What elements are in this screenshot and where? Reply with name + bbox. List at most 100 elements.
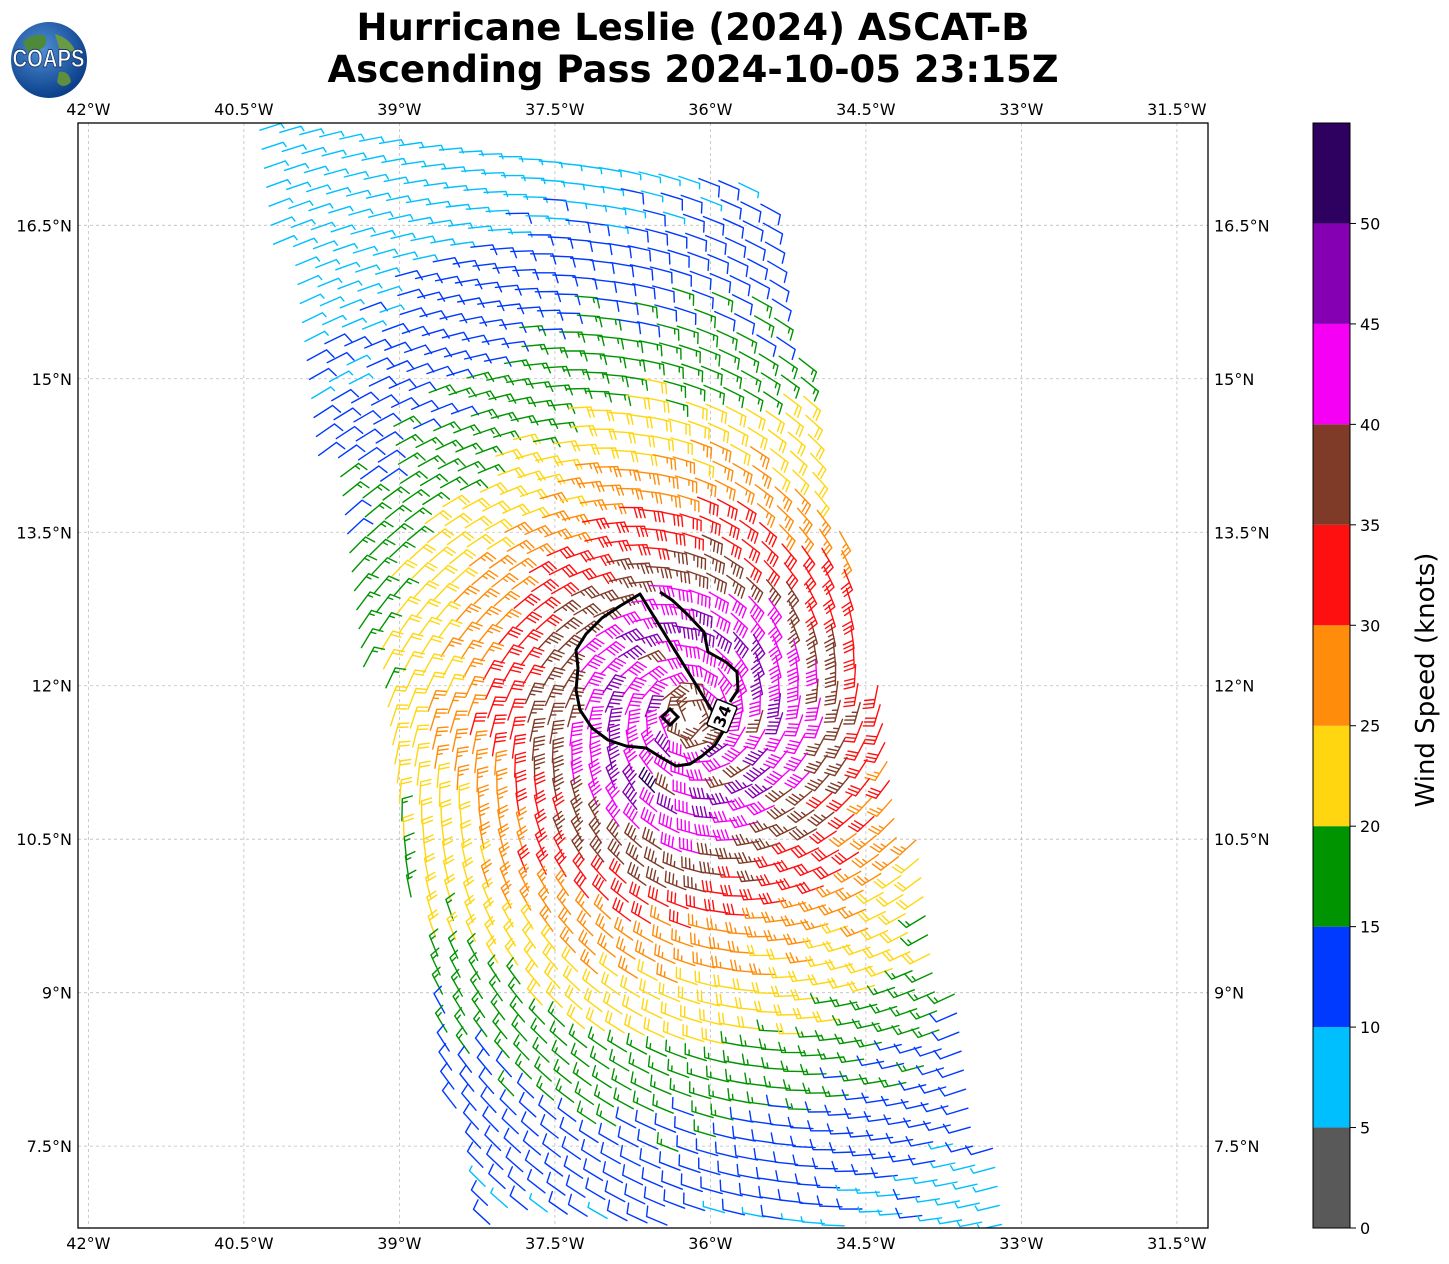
wind-barb xyxy=(908,1010,938,1020)
wind-barb xyxy=(859,929,889,941)
wind-barb xyxy=(694,823,720,838)
wind-barb xyxy=(390,397,420,408)
wind-barb xyxy=(778,355,798,380)
wind-barb xyxy=(768,1113,794,1128)
wind-barb xyxy=(435,600,462,620)
wind-barb xyxy=(268,197,294,207)
wind-barb xyxy=(498,842,510,871)
wind-barb xyxy=(506,539,535,552)
wind-barb xyxy=(871,856,900,871)
wind-barb xyxy=(438,780,451,807)
wind-barb xyxy=(548,1190,568,1215)
wind-barb xyxy=(602,991,623,1015)
wind-barb xyxy=(420,634,444,655)
wind-barb xyxy=(789,450,808,476)
wind-barb xyxy=(544,962,561,989)
wind-barb xyxy=(758,353,779,377)
wind-barb xyxy=(743,389,764,412)
wind-barb xyxy=(729,815,758,829)
wind-barb xyxy=(632,920,654,943)
wind-barb xyxy=(639,508,665,523)
wind-barb xyxy=(714,1141,739,1159)
wind-barb xyxy=(952,1183,978,1190)
wind-barb xyxy=(812,1011,840,1023)
wind-barb xyxy=(598,952,618,977)
wind-barb xyxy=(760,372,781,396)
wind-barb xyxy=(756,334,777,357)
wind-barb xyxy=(516,1072,535,1099)
wind-barb xyxy=(413,580,440,598)
wind-barb xyxy=(605,392,632,407)
wind-barb xyxy=(458,621,483,641)
wind-barb xyxy=(702,215,725,236)
wind-barb xyxy=(653,622,680,634)
wind-barb xyxy=(770,1132,796,1147)
wind-barb xyxy=(697,496,719,517)
wind-barb xyxy=(880,1095,909,1107)
wind-barb xyxy=(466,533,495,548)
wind-barb xyxy=(869,1003,898,1014)
wind-barb xyxy=(394,740,411,765)
wind-barb xyxy=(464,1122,482,1149)
colorbar: 0 5 10 15 20 25 30 35 40 45 50 xyxy=(1312,122,1380,1238)
wind-barb xyxy=(393,577,420,596)
wind-barb xyxy=(734,1144,759,1161)
wind-barb xyxy=(629,881,649,905)
wind-barb xyxy=(654,304,678,322)
wind-barb xyxy=(823,604,836,633)
wind-barb xyxy=(694,970,718,988)
wind-barb xyxy=(602,674,627,694)
wind-barb xyxy=(785,412,804,438)
wind-barb xyxy=(667,1058,690,1079)
wind-barb xyxy=(343,171,369,178)
colorbar-bin xyxy=(1313,123,1350,224)
wind-barb xyxy=(805,659,818,687)
wind-barb xyxy=(592,874,609,901)
wind-barb xyxy=(465,675,486,698)
wind-barb xyxy=(383,176,409,183)
wind-barb xyxy=(884,970,913,980)
wind-barb xyxy=(636,321,661,338)
wind-barb xyxy=(522,664,546,685)
wind-barb xyxy=(408,216,434,223)
wind-barb xyxy=(804,773,831,792)
wind-barb xyxy=(507,1166,526,1192)
wind-barb xyxy=(879,932,909,944)
lon-tick-label: 39°W xyxy=(377,1234,421,1253)
wind-barb xyxy=(592,447,620,459)
wind-barb xyxy=(660,192,683,211)
wind-barb xyxy=(759,522,778,548)
wind-barb xyxy=(553,599,582,614)
wind-barb xyxy=(741,538,761,564)
wind-barb xyxy=(849,834,877,851)
wind-barb xyxy=(673,947,696,967)
wind-barb xyxy=(663,380,687,398)
wind-barb xyxy=(678,1154,701,1174)
wind-barb xyxy=(675,966,698,986)
wind-barb xyxy=(739,888,767,901)
wind-barb xyxy=(596,1103,617,1127)
wind-barb xyxy=(584,688,606,711)
wind-barb xyxy=(691,1100,714,1119)
wind-barb xyxy=(398,614,423,634)
wind-barb xyxy=(433,421,462,432)
wind-barb xyxy=(365,192,392,199)
wind-barb xyxy=(337,444,366,459)
wind-barb xyxy=(731,688,744,717)
wind-barb xyxy=(580,1139,601,1163)
wind-barb xyxy=(564,686,586,709)
wind-barb xyxy=(595,465,622,478)
wind-barb xyxy=(355,264,381,273)
wind-barb xyxy=(585,221,611,237)
wind-barb xyxy=(725,405,747,428)
wind-barb xyxy=(422,491,451,506)
lon-tick-label: 37.5°W xyxy=(525,1234,585,1253)
wind-barb xyxy=(438,619,463,639)
wind-barb xyxy=(490,1187,508,1209)
wind-barb xyxy=(577,637,605,654)
wind-barb xyxy=(455,442,484,453)
wind-barb xyxy=(685,401,708,421)
wind-barb xyxy=(604,1180,626,1203)
wind-barb xyxy=(594,297,620,312)
wind-barb xyxy=(439,313,468,324)
